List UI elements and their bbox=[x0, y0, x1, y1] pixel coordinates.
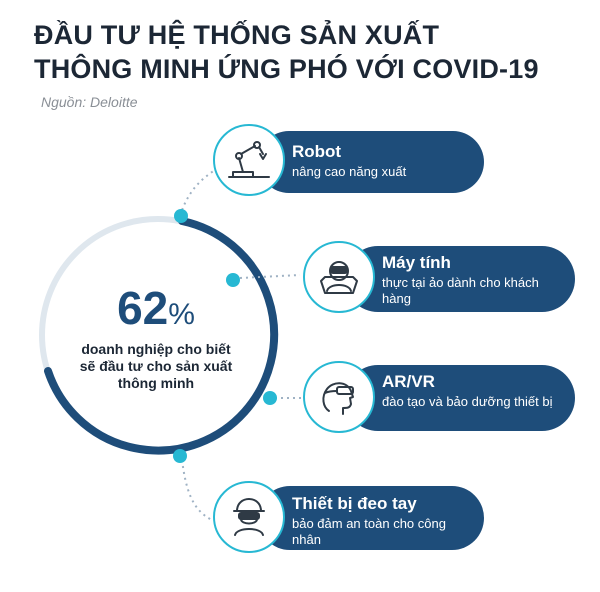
icon-circle-arvr bbox=[303, 361, 375, 433]
card-robot-text: Robot nâng cao năng xuất bbox=[292, 142, 492, 180]
card-wearable bbox=[258, 486, 484, 550]
stat-block: 62% doanh nghiệp cho biết sẽ đầu tư cho … bbox=[76, 284, 236, 392]
connector-dot bbox=[263, 391, 277, 405]
card-robot-desc: nâng cao năng xuất bbox=[292, 164, 407, 179]
connector-dot bbox=[173, 449, 187, 463]
stat-number: 62 bbox=[117, 282, 169, 334]
card-arvr-title: AR/VR bbox=[382, 372, 435, 391]
worker-helmet-icon bbox=[217, 485, 281, 549]
title-line-2: THÔNG MINH ỨNG PHÓ VỚI COVID-19 bbox=[34, 54, 539, 84]
vr-user-icon bbox=[307, 245, 371, 309]
title-line-1: ĐẦU TƯ HỆ THỐNG SẢN XUẤT bbox=[34, 20, 440, 50]
connector-dotted-line bbox=[181, 169, 216, 211]
stat-ring-center bbox=[58, 235, 258, 435]
connector-dotted-line bbox=[239, 274, 301, 279]
connector-dot bbox=[226, 273, 240, 287]
card-computer-text: Máy tính thực tại ảo dành cho khách hàng bbox=[382, 253, 562, 307]
connector-dotted-line bbox=[181, 459, 213, 521]
card-computer-desc: thực tại ảo dành cho khách hàng bbox=[382, 275, 539, 306]
page-title: ĐẦU TƯ HỆ THỐNG SẢN XUẤT THÔNG MINH ỨNG … bbox=[34, 18, 574, 86]
connector-dot bbox=[174, 209, 188, 223]
stat-percent-symbol: % bbox=[168, 298, 195, 331]
card-robot-title: Robot bbox=[292, 142, 342, 161]
card-wearable-title: Thiết bị đeo tay bbox=[292, 494, 417, 513]
stat-ring-arc bbox=[44, 217, 279, 455]
source-note: Nguồn: Deloitte bbox=[41, 94, 138, 110]
card-wearable-desc: bảo đảm an toàn cho công nhân bbox=[292, 516, 446, 547]
robot-arm-icon bbox=[217, 128, 281, 192]
ar-headset-icon bbox=[307, 365, 371, 429]
card-arvr-desc: đào tạo và bảo dưỡng thiết bị bbox=[382, 394, 553, 409]
card-robot bbox=[258, 131, 484, 193]
card-arvr bbox=[345, 365, 575, 431]
card-arvr-text: AR/VR đào tạo và bảo dưỡng thiết bị bbox=[382, 372, 562, 410]
stat-value: 62% bbox=[76, 284, 236, 339]
card-wearable-text: Thiết bị đeo tay bảo đảm an toàn cho côn… bbox=[292, 494, 467, 548]
card-computer bbox=[345, 246, 575, 312]
card-computer-title: Máy tính bbox=[382, 253, 451, 272]
stat-description: doanh nghiệp cho biết sẽ đầu tư cho sản … bbox=[79, 341, 233, 391]
